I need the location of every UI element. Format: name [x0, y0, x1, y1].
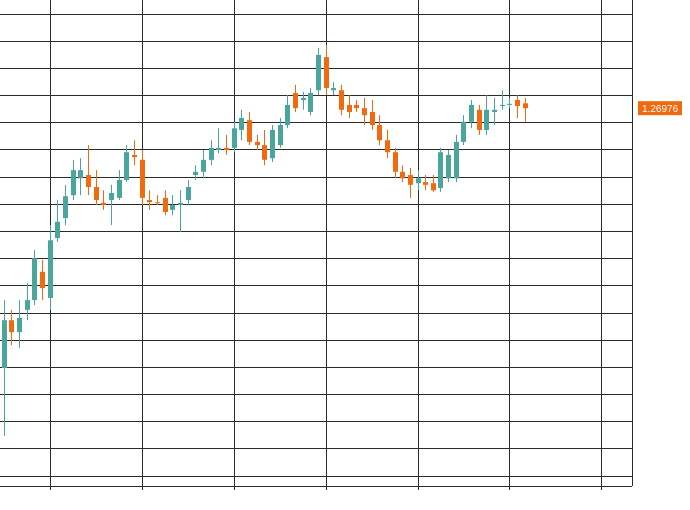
candle-body	[393, 152, 398, 172]
candle-body	[262, 145, 267, 160]
candle-body	[101, 202, 106, 205]
candle-body	[331, 88, 336, 91]
candle-body	[515, 100, 520, 107]
candle-body	[454, 141, 459, 179]
candle-body	[132, 154, 137, 158]
candle-body	[362, 108, 367, 116]
candle-body	[247, 120, 252, 142]
candle-body	[124, 152, 129, 180]
candle-body	[147, 200, 152, 203]
candle-body	[155, 202, 160, 204]
candle-body	[354, 104, 359, 109]
candle-body	[408, 175, 413, 185]
candle-body	[224, 147, 229, 151]
price-label: 1.26976	[642, 104, 679, 115]
candle-body	[86, 175, 91, 188]
candle-body	[17, 318, 22, 333]
candle-body	[117, 179, 122, 198]
candle-body	[507, 103, 512, 105]
candle-body	[446, 154, 451, 179]
candle-body	[201, 159, 206, 172]
candle-body	[477, 109, 482, 130]
candle-body	[377, 125, 382, 141]
candle-body	[461, 121, 466, 142]
candle-body	[324, 57, 329, 89]
candle-body	[140, 159, 145, 198]
candle-body	[2, 320, 7, 369]
candle-body	[71, 170, 76, 196]
candle-body	[63, 196, 68, 218]
candle-body	[9, 320, 14, 333]
candle-body	[301, 97, 306, 101]
candle-body	[416, 178, 421, 184]
candle-body	[40, 271, 45, 289]
candle-body	[385, 140, 390, 153]
candle-body	[370, 111, 375, 126]
candle-body	[178, 202, 183, 205]
candle-body	[431, 183, 436, 191]
candle-body	[270, 129, 275, 159]
candle-body	[293, 92, 298, 109]
candle-body	[55, 221, 60, 239]
candle-body	[163, 197, 168, 213]
candle-body	[32, 258, 37, 301]
candle-body	[316, 54, 321, 91]
candle-body	[339, 90, 344, 110]
price-label-box	[638, 101, 682, 116]
candle-body	[239, 117, 244, 130]
candle-body	[347, 104, 352, 112]
candle-body	[438, 152, 443, 189]
candle-body	[469, 104, 474, 122]
candle-body	[170, 204, 175, 210]
candle-body	[484, 109, 489, 130]
candle-body	[400, 171, 405, 179]
candle-body	[423, 182, 428, 185]
candle-body	[193, 171, 198, 176]
candle-body	[500, 104, 505, 107]
candle-body	[216, 147, 221, 151]
candle-body	[48, 240, 53, 298]
candle-body	[109, 192, 114, 201]
candle-body	[255, 141, 260, 146]
candle-body	[278, 125, 283, 146]
candle-body	[492, 109, 497, 112]
candle-body	[209, 147, 214, 160]
candle-body	[232, 128, 237, 148]
candle-body	[78, 170, 83, 179]
candle-body	[308, 92, 313, 112]
candle-body	[94, 187, 99, 201]
candle-body	[285, 104, 290, 126]
candle-body	[186, 187, 191, 201]
candle-body	[523, 103, 528, 109]
candle-body	[25, 300, 30, 310]
